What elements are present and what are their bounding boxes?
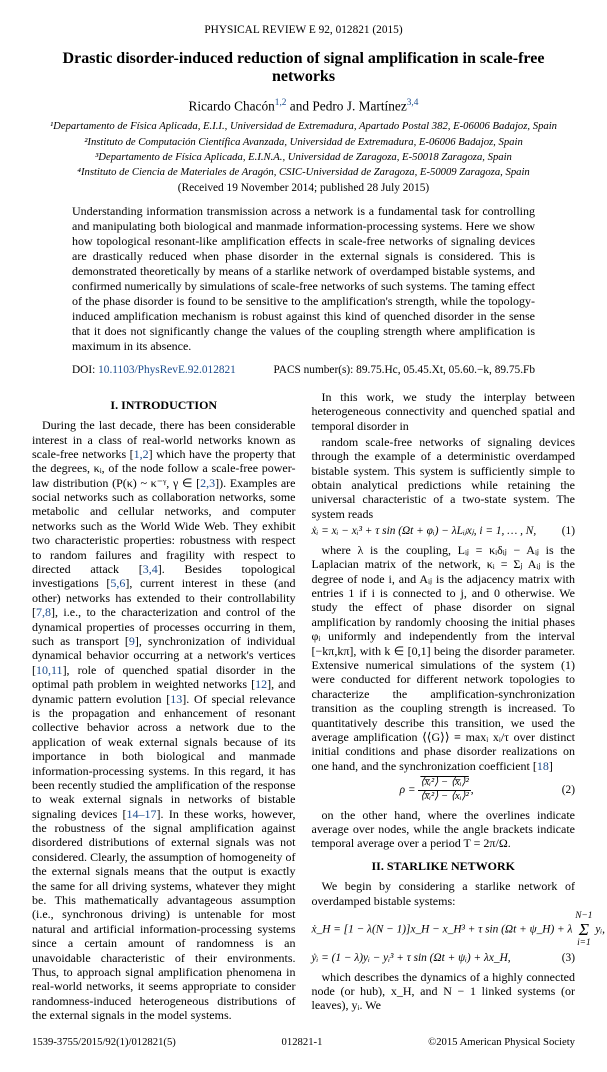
sigma: Σ xyxy=(575,921,592,938)
affiliation: ²Instituto de Computación Científica Ava… xyxy=(32,136,575,149)
ref-link[interactable]: 7,8 xyxy=(36,605,51,619)
ref-link[interactable]: 2,3 xyxy=(200,476,215,490)
ref-link[interactable]: 1,2 xyxy=(134,447,149,461)
abstract: Understanding information transmission a… xyxy=(72,204,535,354)
equation-body: ρ = ⟨x̅ᵢ²⟩ − ⟨x̅ᵢ⟩² ⟨x̅ᵢ²⟩ − ⟨xᵢ⟩² , xyxy=(312,777,562,804)
fraction: ⟨x̅ᵢ²⟩ − ⟨x̅ᵢ⟩² ⟨x̅ᵢ²⟩ − ⟨xᵢ⟩² xyxy=(418,777,470,804)
paragraph: In this work, we study the interplay bet… xyxy=(312,390,576,433)
footer-right: ©2015 American Physical Society xyxy=(428,1037,575,1048)
sum-symbol: N−1 Σ i=1 xyxy=(575,912,592,948)
section-introduction: I. INTRODUCTION xyxy=(32,398,296,412)
footer-center: 012821-1 xyxy=(282,1037,323,1048)
affiliation: ¹Departamento de Física Aplicada, E.I.I.… xyxy=(32,120,575,133)
equation-3a: ẋ_H = [1 − λ(N − 1)]x_H − x_H³ + τ sin (… xyxy=(312,912,576,948)
paragraph: random scale-free networks of signaling … xyxy=(312,435,576,521)
pacs: PACS number(s): 89.75.Hc, 05.45.Xt, 05.6… xyxy=(274,364,536,376)
ref-link[interactable]: 12 xyxy=(255,677,267,691)
doi: DOI: 10.1103/PhysRevE.92.012821 xyxy=(72,364,236,376)
affiliation: ³Departamento de Física Aplicada, E.I.N.… xyxy=(32,151,575,164)
equation-2: ρ = ⟨x̅ᵢ²⟩ − ⟨x̅ᵢ⟩² ⟨x̅ᵢ²⟩ − ⟨xᵢ⟩² , (2) xyxy=(312,777,576,804)
frac-num: ⟨x̅ᵢ²⟩ − ⟨x̅ᵢ⟩² xyxy=(420,777,468,788)
paragraph: on the other hand, where the overlines i… xyxy=(312,808,576,851)
sum-bot: i=1 xyxy=(575,939,592,948)
equation-body: ẋᵢ = xᵢ − xᵢ³ + τ sin (Ωt + φᵢ) − λLᵢⱼxⱼ… xyxy=(312,525,537,539)
equation-body: ẏᵢ = (1 − λ)yᵢ − yᵢ³ + τ sin (Ωt + ψᵢ) +… xyxy=(312,952,511,966)
equation-3b: ẏᵢ = (1 − λ)yᵢ − yᵢ³ + τ sin (Ωt + ψᵢ) +… xyxy=(312,952,576,966)
equation-number: (3) xyxy=(562,952,575,966)
paragraph: which describes the dynamics of a highly… xyxy=(312,970,576,1013)
text: where λ is the coupling, Lᵢⱼ = κᵢδᵢⱼ − A… xyxy=(312,543,576,773)
rho-lhs: ρ = xyxy=(400,784,416,796)
section-starlike: II. STARLIKE NETWORK xyxy=(312,859,576,873)
equation-number: (1) xyxy=(562,525,575,539)
frac-den: ⟨x̅ᵢ²⟩ − ⟨xᵢ⟩² xyxy=(420,791,468,802)
affiliation: ⁴Instituto de Ciencia de Materiales de A… xyxy=(32,166,575,179)
comma: , xyxy=(471,784,474,796)
equation-number: (2) xyxy=(562,784,575,798)
body-columns: I. INTRODUCTION During the last decade, … xyxy=(32,390,575,1023)
ref-link[interactable]: 10,11 xyxy=(36,663,63,677)
text: ]). Examples are social networks such as… xyxy=(32,476,296,576)
journal-header: PHYSICAL REVIEW E 92, 012821 (2015) xyxy=(32,24,575,36)
ref-link[interactable]: 13 xyxy=(170,692,182,706)
paper-title: Drastic disorder-induced reduction of si… xyxy=(32,50,575,86)
ref-link[interactable]: 3,4 xyxy=(143,562,158,576)
doi-pacs-row: DOI: 10.1103/PhysRevE.92.012821 PACS num… xyxy=(72,364,535,376)
ref-link[interactable]: 18 xyxy=(537,759,549,773)
sum-top: N−1 xyxy=(575,912,592,921)
equation-1: ẋᵢ = xᵢ − xᵢ³ + τ sin (Ωt + φᵢ) − λLᵢⱼxⱼ… xyxy=(312,525,576,539)
page-footer: 1539-3755/2015/92(1)/012821(5) 012821-1 … xyxy=(32,1037,575,1048)
authors: Ricardo Chacón1,2 and Pedro J. Martínez3… xyxy=(32,98,575,114)
paragraph: We begin by considering a starlike netwo… xyxy=(312,879,576,908)
text: ]. In these works, however, the robustne… xyxy=(32,807,296,1022)
ref-link[interactable]: 14–17 xyxy=(127,807,157,821)
ref-link[interactable]: 5,6 xyxy=(110,576,125,590)
text: ]. Of special relevance is the propagati… xyxy=(32,692,296,821)
paragraph: During the last decade, there has been c… xyxy=(32,418,296,1022)
received-line: (Received 19 November 2014; published 28… xyxy=(32,182,575,194)
paragraph: where λ is the coupling, Lᵢⱼ = κᵢδᵢⱼ − A… xyxy=(312,543,576,773)
doi-label: DOI: xyxy=(72,364,98,376)
sum-term: yᵢ, xyxy=(595,924,605,936)
equation-body: ẋ_H = [1 − λ(N − 1)]x_H − x_H³ + τ sin (… xyxy=(312,924,573,936)
doi-link[interactable]: 10.1103/PhysRevE.92.012821 xyxy=(98,364,236,376)
footer-left: 1539-3755/2015/92(1)/012821(5) xyxy=(32,1037,176,1048)
text: ] xyxy=(549,759,553,773)
